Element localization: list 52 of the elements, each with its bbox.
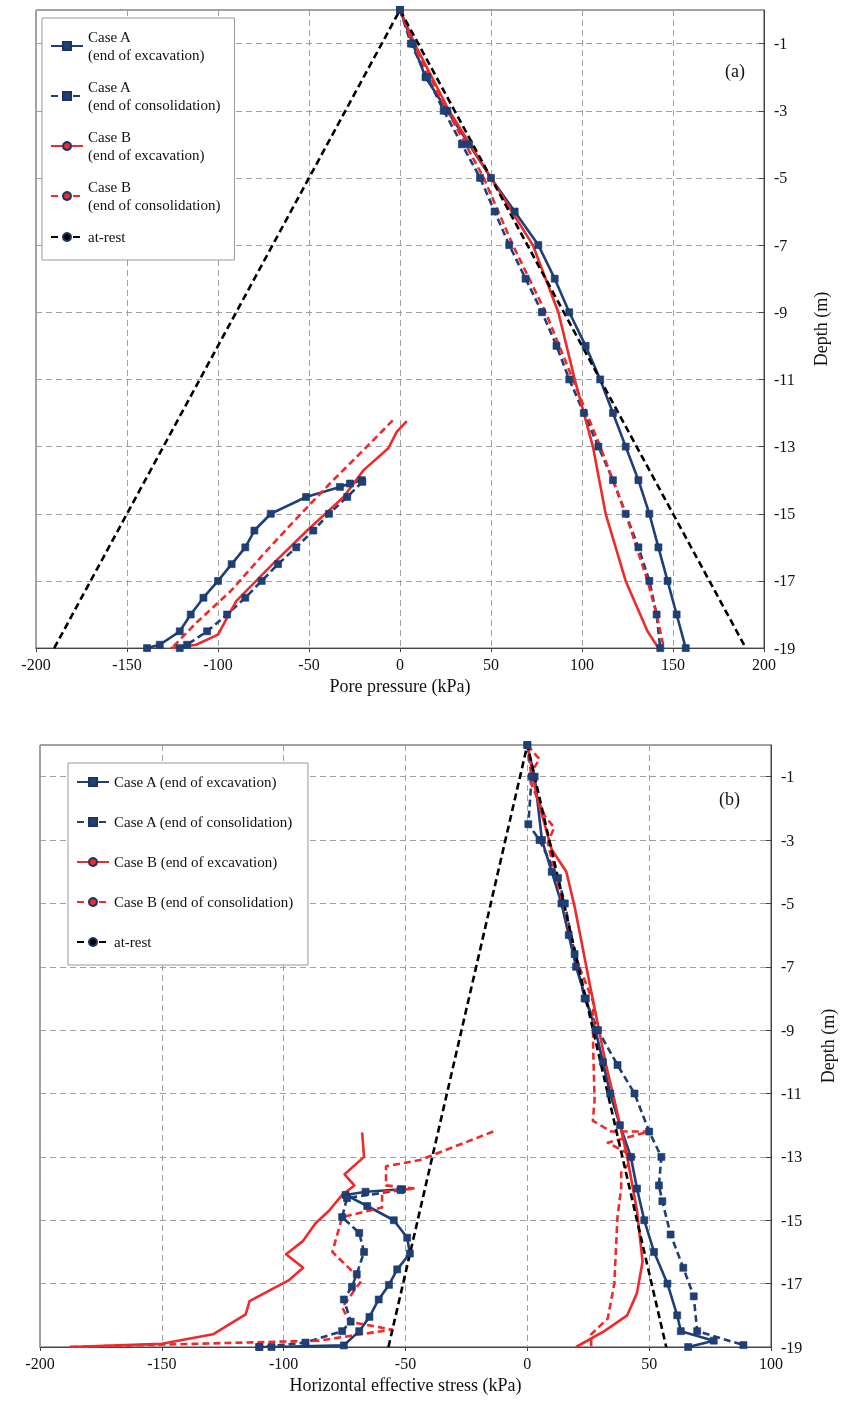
y-tick-label: -13 (781, 1148, 803, 1166)
y-tick-label: -7 (781, 958, 795, 976)
y-tick-label: -1 (774, 35, 788, 53)
y-tick-label: -1 (781, 768, 795, 786)
legend-label: Case B (end of consolidation) (88, 179, 221, 214)
y-tick-label: -9 (774, 303, 788, 321)
legend-label: at-rest (88, 229, 127, 245)
x-tick-label: 0 (396, 655, 404, 673)
y-tick-label: -9 (781, 1021, 795, 1039)
x-tick-label: 50 (483, 655, 499, 673)
y-axis-title: Depth (m) (818, 1008, 839, 1084)
y-tick-label: -17 (781, 1275, 803, 1293)
y-tick-label: -17 (774, 572, 796, 590)
y-tick-label: -13 (774, 438, 796, 456)
x-tick-label: 50 (641, 1354, 658, 1372)
x-axis-title: Pore pressure (kPa) (329, 676, 471, 697)
legend-label: Case B (end of excavation) (88, 129, 205, 164)
y-tick-label: -15 (781, 1211, 803, 1229)
legend-label: at-rest (114, 934, 153, 950)
legend-label: Case A (end of excavation) (88, 29, 205, 64)
x-tick-label: -200 (25, 1354, 55, 1372)
annotation: (b) (719, 789, 741, 810)
x-tick-label: -50 (298, 655, 320, 673)
legend-label: Case A (end of consolidation) (88, 79, 221, 114)
x-tick-label: -200 (21, 655, 51, 673)
annotation: (a) (725, 61, 746, 82)
y-tick-label: -5 (781, 894, 795, 912)
x-tick-label: -100 (269, 1354, 299, 1372)
x-tick-label: -150 (112, 655, 142, 673)
y-tick-label: -3 (781, 831, 795, 849)
x-tick-label: 100 (570, 655, 594, 673)
legend-label: Case B (end of consolidation) (114, 894, 294, 911)
y-tick-label: -5 (774, 169, 788, 187)
x-tick-label: -100 (203, 655, 233, 673)
y-tick-label: -11 (774, 370, 795, 388)
y-tick-label: -19 (781, 1338, 803, 1356)
x-tick-label: -50 (394, 1354, 417, 1372)
x-axis-title: Horizontal effective stress (kPa) (289, 1374, 522, 1396)
x-tick-label: 100 (759, 1354, 783, 1372)
y-tick-label: -15 (774, 505, 796, 523)
legend-label: Case B (end of excavation) (114, 854, 278, 871)
legend-label: Case A (end of consolidation) (114, 814, 293, 831)
y-tick-label: -7 (774, 236, 788, 254)
x-tick-label: -150 (147, 1354, 177, 1372)
x-tick-label: 150 (661, 655, 685, 673)
legend-label: Case A (end of excavation) (114, 774, 277, 791)
x-tick-label: 200 (752, 655, 776, 673)
x-tick-label: 0 (523, 1354, 532, 1372)
y-tick-label: -19 (774, 639, 796, 657)
y-tick-label: -3 (774, 102, 788, 120)
y-axis-title: Depth (m) (811, 291, 832, 367)
y-tick-label: -11 (781, 1085, 802, 1103)
